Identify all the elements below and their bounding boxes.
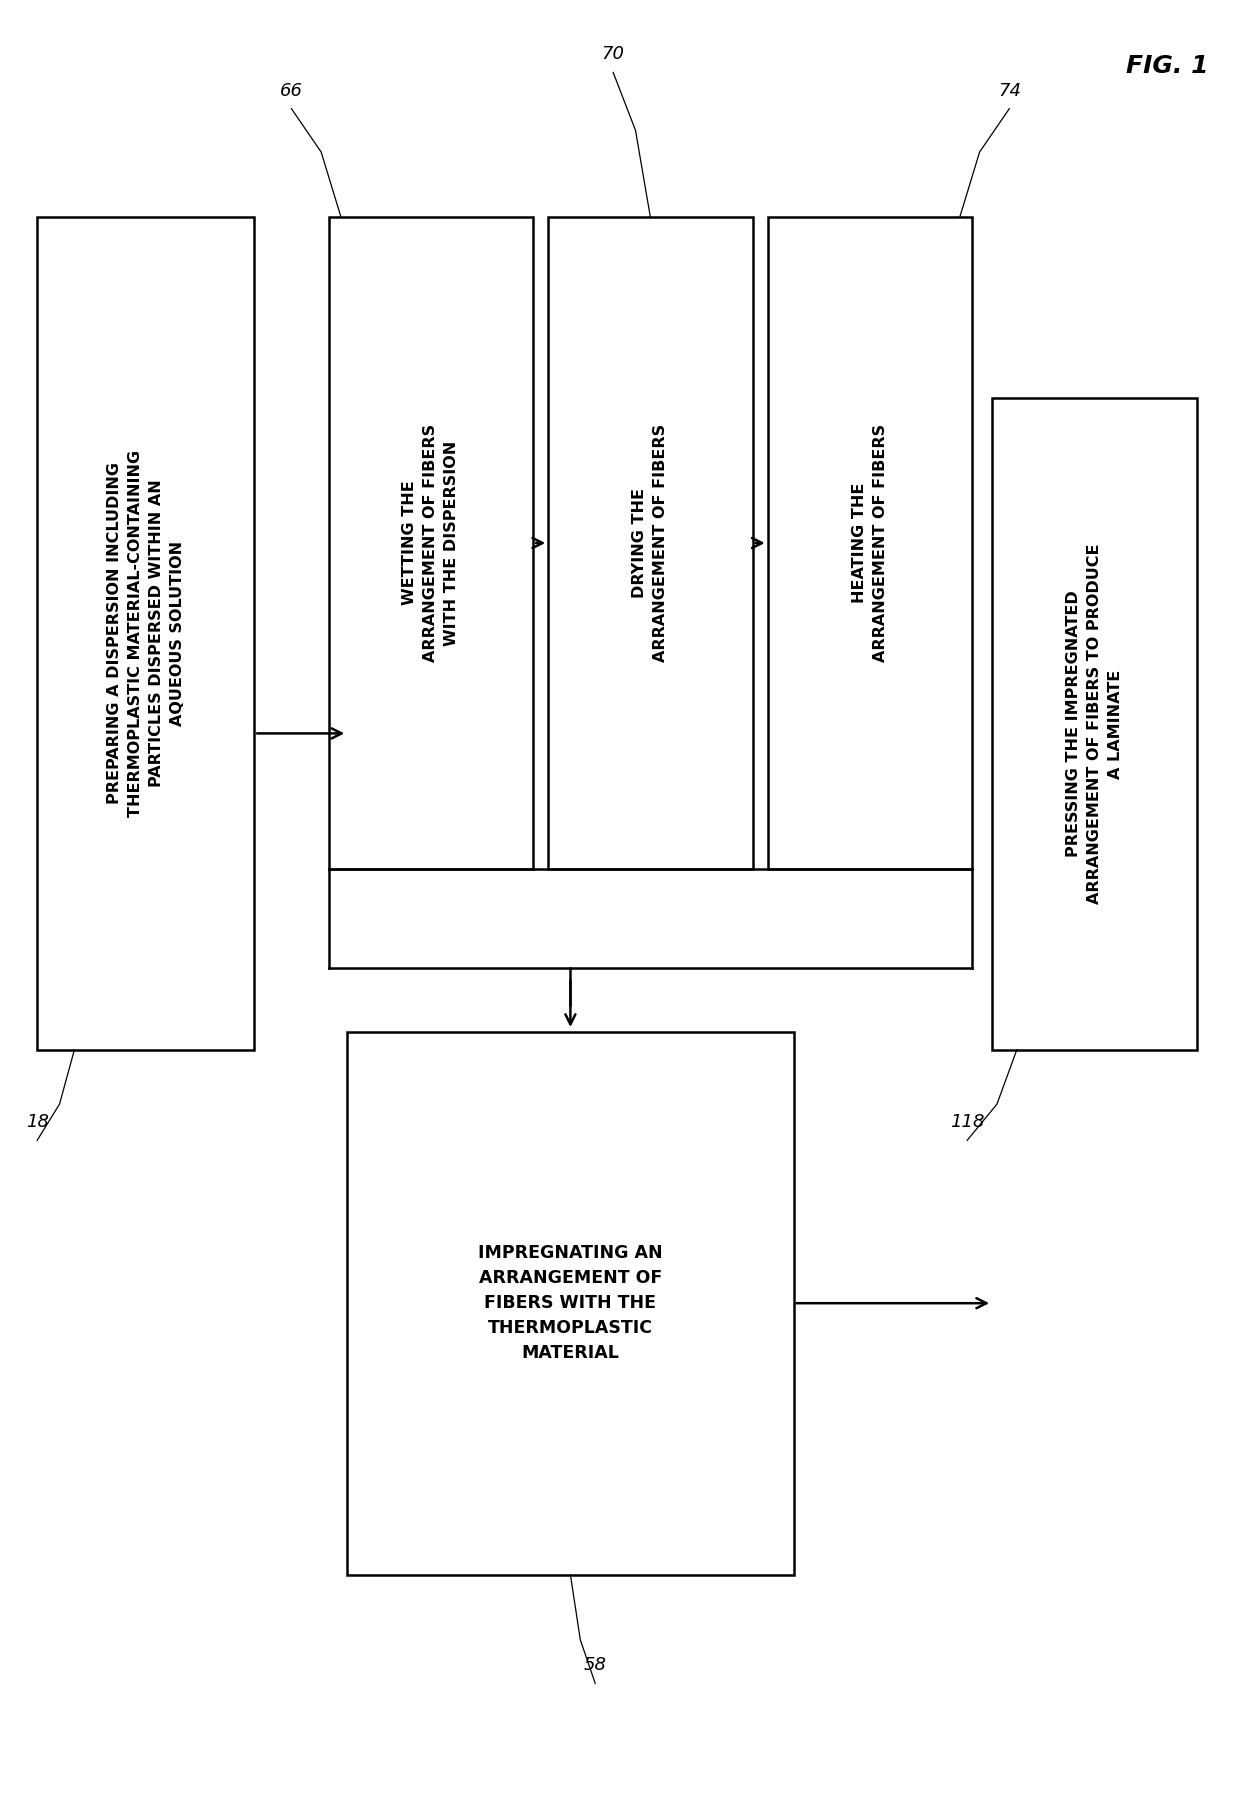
Text: 66: 66 [280, 81, 303, 100]
Text: FIG. 1: FIG. 1 [1126, 54, 1209, 78]
Text: 74: 74 [998, 81, 1021, 100]
Text: HEATING THE
ARRANGEMENT OF FIBERS: HEATING THE ARRANGEMENT OF FIBERS [852, 424, 888, 662]
Text: PRESSING THE IMPREGNATED
ARRANGEMENT OF FIBERS TO PRODUCE
A LAMINATE: PRESSING THE IMPREGNATED ARRANGEMENT OF … [1066, 543, 1122, 905]
Text: IMPREGNATING AN
ARRANGEMENT OF
FIBERS WITH THE
THERMOPLASTIC
MATERIAL: IMPREGNATING AN ARRANGEMENT OF FIBERS WI… [479, 1243, 662, 1363]
Bar [548, 217, 753, 869]
Text: 18: 18 [26, 1113, 48, 1131]
Bar [347, 1032, 794, 1575]
Text: WETTING THE
ARRANGEMENT OF FIBERS
WITH THE DISPERSION: WETTING THE ARRANGEMENT OF FIBERS WITH T… [403, 424, 459, 662]
Text: PREPARING A DISPERSION INCLUDING
THERMOPLASTIC MATERIAL-CONTAINING
PARTICLES DIS: PREPARING A DISPERSION INCLUDING THERMOP… [107, 451, 185, 816]
Text: 118: 118 [950, 1113, 985, 1131]
Bar [329, 217, 533, 869]
Bar [37, 217, 254, 1050]
Bar [768, 217, 972, 869]
Bar [992, 398, 1197, 1050]
Text: 58: 58 [584, 1656, 606, 1674]
Text: 70: 70 [601, 45, 625, 63]
Text: DRYING THE
ARRANGEMENT OF FIBERS: DRYING THE ARRANGEMENT OF FIBERS [632, 424, 668, 662]
